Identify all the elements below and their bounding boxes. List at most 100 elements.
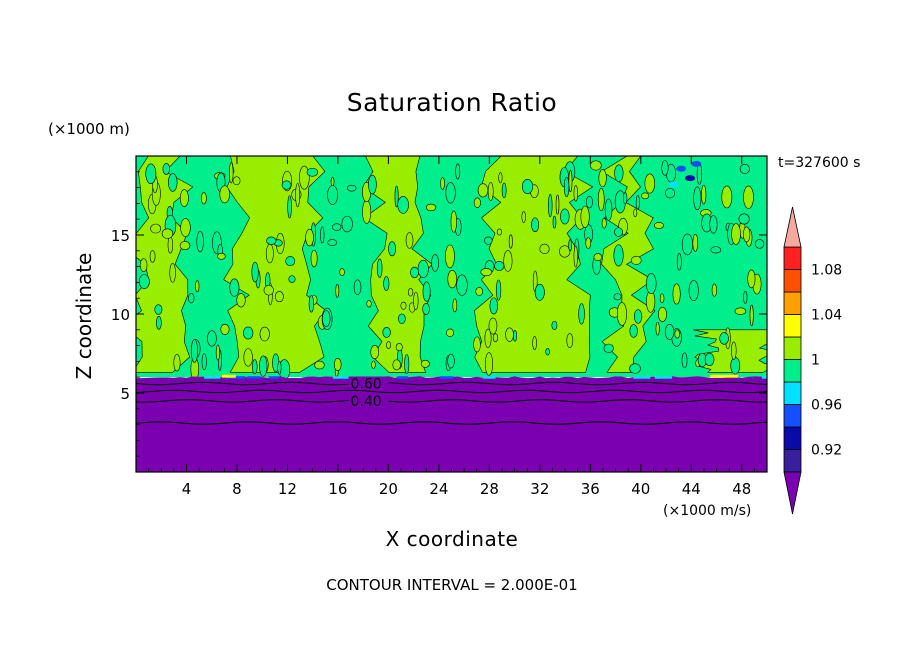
cell-contour — [552, 215, 557, 229]
cell-contour — [382, 326, 391, 338]
cell-contour — [320, 226, 325, 244]
cell-contour — [585, 237, 592, 249]
cell-contour — [388, 241, 397, 257]
cell-contour — [521, 211, 526, 223]
cell-contour — [422, 281, 431, 302]
colorbar-swatch — [783, 449, 802, 473]
cell-contour — [676, 253, 682, 271]
x-tick-label: 36 — [581, 480, 600, 498]
cell-contour — [614, 227, 623, 237]
cell-contour — [573, 245, 578, 268]
low-value-patch — [676, 165, 687, 172]
low-value-patch — [691, 160, 702, 167]
cell-contour — [425, 203, 437, 212]
cell-contour — [754, 239, 765, 249]
x-tick-label: 8 — [232, 480, 242, 498]
cell-contour — [738, 213, 750, 225]
cell-contour — [263, 285, 274, 296]
cell-contour — [743, 291, 748, 304]
cell-contour — [578, 303, 585, 325]
cell-contour — [709, 215, 718, 234]
cell-contour — [492, 333, 499, 343]
cell-contour — [659, 293, 665, 304]
x-tick-label: 4 — [182, 480, 192, 498]
cell-contour — [149, 250, 156, 263]
cell-contour — [688, 280, 699, 301]
cell-contour — [195, 280, 200, 293]
inversion-rim — [204, 376, 221, 379]
cell-contour — [655, 321, 660, 336]
cell-contour — [613, 244, 624, 267]
cell-contour — [327, 239, 338, 247]
cell-contour — [395, 343, 403, 352]
x-tick-label: 20 — [379, 480, 398, 498]
cell-contour — [145, 163, 157, 185]
x-tick-label: 32 — [530, 480, 549, 498]
cell-contour — [330, 177, 335, 187]
cell-contour — [161, 228, 174, 239]
cell-contour — [711, 283, 717, 297]
cell-contour — [201, 353, 207, 371]
cell-contour — [734, 307, 747, 315]
cell-contour — [404, 353, 410, 375]
cell-contour — [681, 352, 688, 369]
cell-contour — [730, 356, 741, 375]
cell-contour — [371, 360, 376, 369]
inversion-rim — [332, 376, 353, 379]
cell-contour — [138, 274, 150, 289]
colorbar-under-triangle — [783, 471, 802, 515]
cell-contour — [274, 291, 284, 303]
contour-line — [136, 399, 767, 403]
low-value-patch — [685, 175, 696, 182]
cell-contour — [394, 185, 399, 208]
cell-contour — [692, 234, 699, 252]
cell-contour — [392, 359, 401, 371]
contour-line — [136, 421, 767, 425]
contour-lines: 0.600.40 — [136, 376, 767, 425]
inversion-rim — [221, 374, 236, 378]
cell-contour — [629, 324, 638, 338]
colorbar-swatch — [783, 336, 802, 360]
cell-contour — [521, 179, 534, 194]
cell-contour — [376, 258, 383, 278]
colorbar: 1.08 1.04 1 0.96 0.92 — [783, 206, 842, 515]
colorbar-label: 0.92 — [811, 443, 842, 459]
cell-contour — [251, 261, 259, 283]
cell-contour — [681, 233, 693, 256]
cell-contour — [259, 326, 270, 342]
low-value-patch — [668, 181, 679, 188]
cell-contour — [477, 183, 489, 198]
inversion-rim — [247, 376, 261, 379]
cell-contour — [475, 287, 483, 296]
cell-contour — [601, 218, 607, 229]
colorbar-label: 1.04 — [811, 308, 842, 324]
cell-contour — [630, 255, 642, 265]
cell-contour — [243, 348, 253, 367]
cell-contour — [560, 208, 570, 225]
cell-contour — [410, 266, 419, 279]
cell-contour — [196, 231, 204, 253]
cell-contour — [266, 236, 277, 245]
cell-contour — [445, 182, 456, 204]
cell-contour — [150, 223, 162, 234]
cell-contour — [559, 245, 571, 258]
cell-contour — [539, 243, 550, 255]
cell-contour — [503, 250, 513, 272]
contour-interval-note: CONTOUR INTERVAL = 2.000E-01 — [326, 576, 578, 594]
cell-contour — [674, 329, 680, 339]
cell-contour — [665, 187, 676, 199]
cell-contour — [487, 181, 494, 201]
cell-contour — [321, 310, 331, 327]
cell-contour — [739, 163, 750, 174]
inversion-rim — [710, 374, 739, 378]
contour-label-bg — [348, 376, 389, 391]
cell-contour — [450, 210, 457, 233]
cell-contour — [742, 226, 751, 243]
cell-contour — [156, 316, 162, 330]
cell-contour — [614, 164, 624, 183]
cell-contour — [333, 358, 342, 372]
cell-contour — [488, 317, 498, 335]
cell-contour — [484, 328, 492, 348]
cell-contour — [719, 332, 729, 345]
